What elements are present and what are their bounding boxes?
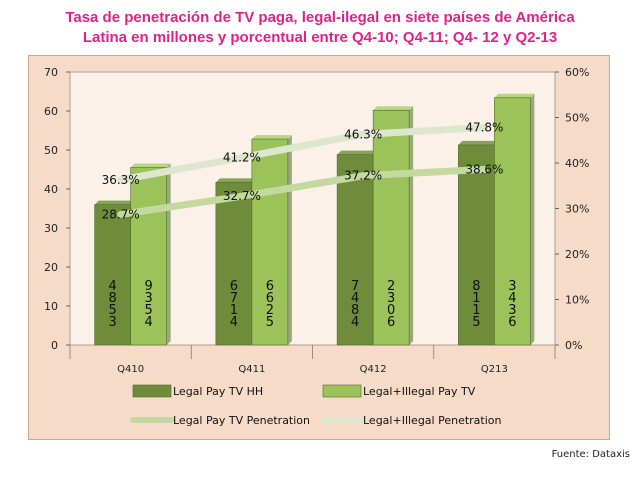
bar-data-label: 0 xyxy=(387,303,395,318)
line-data-label: 38.6% xyxy=(465,162,503,176)
bar-data-label: 4 xyxy=(108,279,116,294)
right-axis-tick-label: 30% xyxy=(565,203,589,216)
line-data-label: 32.7% xyxy=(223,189,261,203)
bar-data-label: 1 xyxy=(472,291,480,306)
bar-top xyxy=(215,178,256,183)
legend-swatch xyxy=(132,384,172,398)
legend-label: Legal Pay TV HH xyxy=(173,385,263,398)
bar-top xyxy=(337,150,378,155)
bar-data-label: 7 xyxy=(351,279,359,294)
bar-data-label: 3 xyxy=(508,279,516,294)
right-axis-tick-label: 10% xyxy=(565,294,589,307)
bar-top xyxy=(94,200,135,205)
line-data-label: 46.3% xyxy=(344,127,382,141)
bar-side xyxy=(530,93,535,346)
legend-label: Legal+Illegal Penetration xyxy=(363,414,502,427)
line-data-label: 28.7% xyxy=(102,207,140,221)
x-axis-tick-label: Q411 xyxy=(238,364,265,375)
bar-data-label: 6 xyxy=(266,279,274,294)
bar-data-label: 4 xyxy=(351,291,359,306)
bar-data-label: 3 xyxy=(108,315,116,330)
bar xyxy=(94,204,131,346)
left-axis-tick-label: 0 xyxy=(51,339,58,352)
bar-data-label: 9 xyxy=(144,279,152,294)
bar-data-label: 4 xyxy=(230,315,238,330)
bar-data-label: 1 xyxy=(472,303,480,318)
left-axis-tick-label: 70 xyxy=(44,66,58,79)
right-axis-tick-label: 50% xyxy=(565,112,589,125)
left-axis-tick-label: 60 xyxy=(44,105,58,118)
right-axis-tick-label: 60% xyxy=(565,66,589,79)
bar-data-label: 6 xyxy=(266,291,274,306)
bar-data-label: 5 xyxy=(108,303,116,318)
bar xyxy=(494,97,531,346)
bar-data-label: 6 xyxy=(230,279,238,294)
series-line xyxy=(117,124,488,184)
chart-title: Tasa de penetración de TV paga, legal-il… xyxy=(0,8,640,48)
line-data-label: 41.2% xyxy=(223,151,261,165)
left-axis-tick-label: 20 xyxy=(44,261,58,274)
bar-data-label: 4 xyxy=(508,291,516,306)
chart-title-line-1: Tasa de penetración de TV paga, legal-il… xyxy=(65,9,575,26)
bar-data-label: 3 xyxy=(387,291,395,306)
line-data-label: 37.2% xyxy=(344,169,382,183)
bar-top xyxy=(251,135,292,140)
source-note: Fuente: Dataxis xyxy=(551,449,630,460)
line-data-label: 36.3% xyxy=(102,173,140,187)
legend-swatch xyxy=(322,384,362,398)
bar-data-label: 5 xyxy=(266,315,274,330)
bar-data-label: 5 xyxy=(144,303,152,318)
left-axis-tick-label: 10 xyxy=(44,300,58,313)
bar-data-label: 1 xyxy=(230,303,238,318)
x-axis-tick-label: Q410 xyxy=(117,364,144,375)
bar-top xyxy=(373,106,414,111)
bar-data-label: 3 xyxy=(144,291,152,306)
bar xyxy=(130,167,167,346)
left-axis-tick-label: 40 xyxy=(44,183,58,196)
bar-top xyxy=(130,163,171,168)
bar-side xyxy=(166,163,171,345)
bar-data-label: 8 xyxy=(351,303,359,318)
x-axis-tick-label: Q412 xyxy=(360,364,387,375)
bar-data-label: 2 xyxy=(266,303,274,318)
line-data-label: 47.8% xyxy=(465,121,503,135)
bar xyxy=(336,154,374,346)
bar-data-label: 7 xyxy=(230,291,238,306)
bar-data-label: 4 xyxy=(144,315,152,330)
bar-data-label: 6 xyxy=(387,315,395,330)
bar-data-label: 4 xyxy=(351,315,359,330)
bar xyxy=(251,138,289,346)
legend-label: Legal+Illegal Pay TV xyxy=(363,385,476,398)
bar-data-label: 8 xyxy=(472,279,480,294)
bar-data-label: 3 xyxy=(508,303,516,318)
bar-side xyxy=(287,135,292,345)
bar-data-label: 2 xyxy=(387,279,395,294)
bar-side xyxy=(409,106,414,345)
right-axis-tick-label: 40% xyxy=(565,157,589,170)
series-line xyxy=(117,165,488,218)
bar xyxy=(215,182,253,346)
x-axis-tick-label: Q213 xyxy=(481,364,508,375)
bar-top xyxy=(458,140,499,145)
bar xyxy=(372,109,410,346)
left-axis-tick-label: 50 xyxy=(44,144,58,157)
chart-title-line-2: Latina en millones y porcentual entre Q4… xyxy=(82,29,558,46)
bar xyxy=(458,144,495,346)
legend-label: Legal Pay TV Penetration xyxy=(173,414,310,427)
bar-data-label: 5 xyxy=(472,315,480,330)
bar-data-label: 6 xyxy=(508,315,516,330)
bar-data-label: 8 xyxy=(108,291,116,306)
left-axis-tick-label: 30 xyxy=(44,222,58,235)
right-axis-tick-label: 20% xyxy=(565,248,589,261)
right-axis-tick-label: 0% xyxy=(565,339,582,352)
bar-top xyxy=(494,93,535,98)
